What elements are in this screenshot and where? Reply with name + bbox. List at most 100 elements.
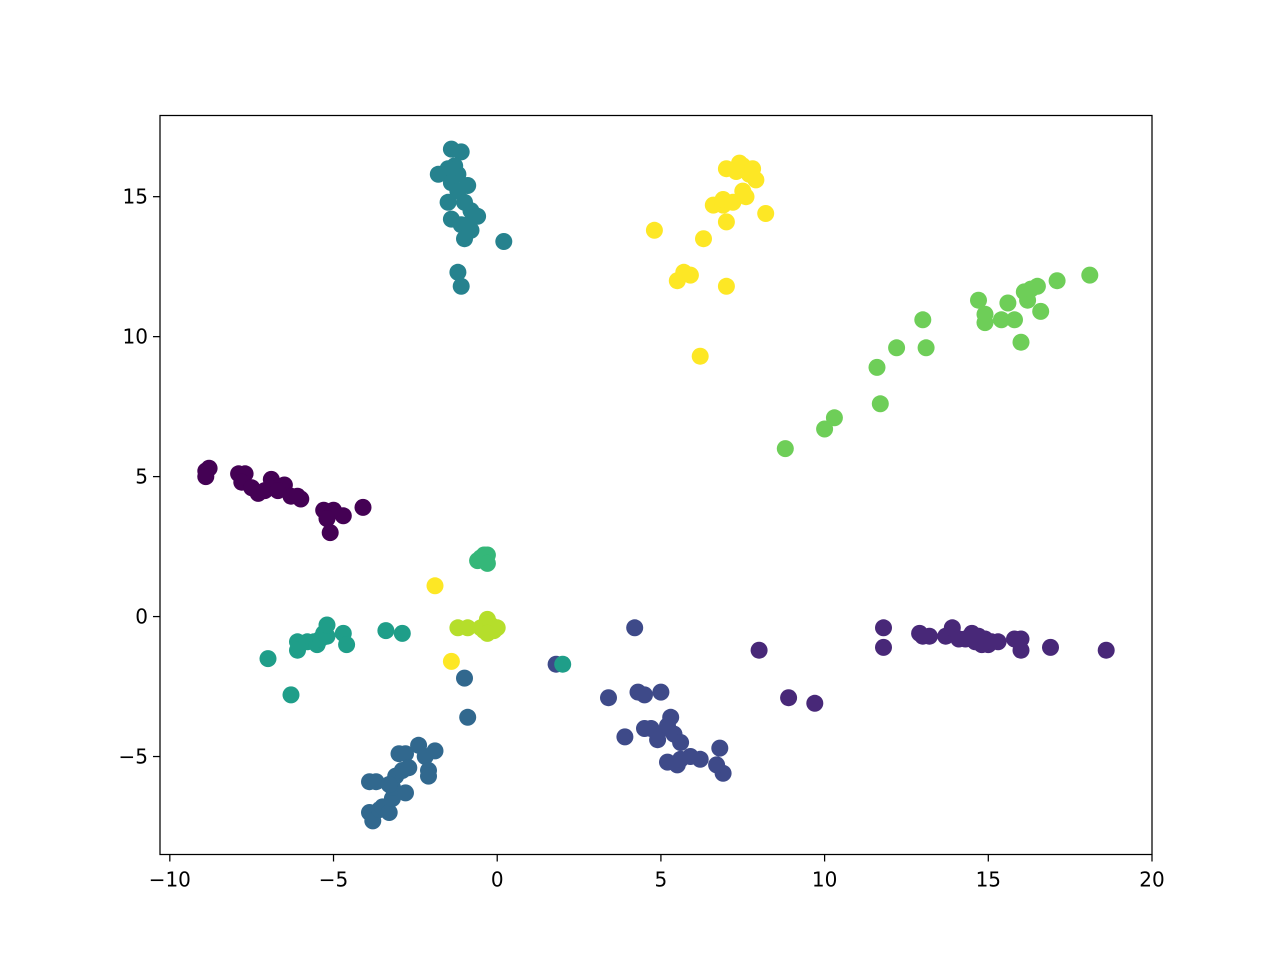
data-point	[662, 708, 680, 726]
data-point	[459, 216, 477, 234]
data-point	[442, 652, 460, 670]
data-point	[380, 776, 398, 793]
data-point	[478, 554, 496, 572]
data-point	[456, 230, 473, 248]
data-point	[495, 233, 513, 250]
data-point	[377, 622, 395, 640]
data-point	[600, 689, 617, 707]
x-tick-label: −10	[149, 868, 191, 892]
x-tick-label: 0	[491, 868, 504, 892]
data-point	[380, 804, 398, 821]
data-point	[727, 163, 745, 180]
points-layer	[197, 140, 1115, 830]
data-point	[747, 171, 765, 189]
data-point	[681, 266, 699, 284]
x-tick-label: 15	[976, 868, 1001, 892]
data-point	[259, 650, 277, 668]
data-point	[776, 440, 794, 458]
data-point	[816, 420, 834, 438]
data-point	[318, 616, 336, 634]
data-point	[717, 213, 735, 231]
data-point	[672, 734, 690, 751]
data-point	[616, 728, 634, 746]
x-tick-label: −5	[319, 868, 348, 892]
data-point	[367, 773, 385, 791]
data-point	[459, 619, 477, 637]
data-point	[711, 739, 729, 757]
y-tick-label: 5	[135, 465, 148, 489]
data-point	[871, 395, 889, 413]
y-axis: −5 0 5 10 15	[119, 185, 160, 769]
data-point	[992, 311, 1010, 329]
data-point	[652, 683, 670, 701]
data-point	[1028, 277, 1046, 295]
data-point	[426, 742, 444, 760]
data-point	[334, 507, 352, 525]
x-tick-label: 5	[655, 868, 668, 892]
data-point	[478, 624, 496, 642]
data-point	[708, 756, 726, 774]
data-point	[989, 633, 1007, 651]
data-point	[970, 291, 987, 309]
data-point	[1006, 311, 1023, 329]
data-point	[806, 694, 824, 712]
data-point	[397, 745, 414, 763]
data-point	[649, 731, 667, 749]
data-point	[695, 230, 712, 248]
data-point	[1012, 333, 1030, 351]
y-tick-label: 10	[123, 325, 148, 349]
data-point	[645, 221, 663, 239]
y-tick-label: 15	[123, 185, 148, 209]
data-point	[914, 311, 932, 329]
data-point	[750, 641, 768, 659]
axes-frame	[159, 114, 1153, 856]
data-point	[917, 339, 935, 357]
data-point	[780, 689, 798, 707]
data-point	[400, 759, 418, 777]
data-point	[397, 784, 414, 802]
data-point	[976, 314, 994, 332]
data-point	[920, 627, 938, 645]
data-point	[420, 767, 437, 785]
data-point	[338, 636, 356, 654]
data-point	[691, 347, 709, 365]
data-point	[737, 188, 755, 206]
y-tick-label: 0	[135, 605, 148, 629]
data-point	[999, 294, 1017, 312]
data-point	[1097, 641, 1115, 659]
y-tick-label: −5	[119, 745, 148, 769]
x-axis: −10 −5 0 5 10 15 20	[149, 854, 1165, 892]
data-point	[269, 482, 287, 500]
data-point	[439, 193, 457, 211]
data-point	[868, 358, 886, 376]
data-point	[429, 165, 447, 183]
data-point	[282, 686, 300, 704]
data-point	[449, 263, 467, 281]
x-tick-label: 20	[1139, 868, 1164, 892]
x-tick-label: 10	[812, 868, 837, 892]
data-point	[970, 627, 987, 645]
data-point	[1081, 266, 1099, 284]
data-point	[724, 193, 742, 211]
data-point	[757, 205, 775, 222]
data-point	[459, 708, 477, 726]
data-point	[321, 524, 339, 542]
data-point	[888, 339, 906, 357]
data-point	[1042, 638, 1059, 656]
data-point	[691, 750, 709, 768]
data-point	[1048, 272, 1066, 290]
data-point	[1012, 641, 1030, 659]
data-point	[875, 619, 892, 637]
data-point	[717, 277, 735, 295]
data-point	[626, 619, 644, 637]
data-point	[554, 655, 572, 673]
data-point	[289, 487, 306, 505]
data-point	[1032, 302, 1050, 320]
data-point	[197, 468, 215, 486]
data-point	[426, 577, 444, 595]
data-point	[452, 277, 470, 295]
data-point	[456, 669, 473, 687]
data-point	[636, 686, 653, 704]
